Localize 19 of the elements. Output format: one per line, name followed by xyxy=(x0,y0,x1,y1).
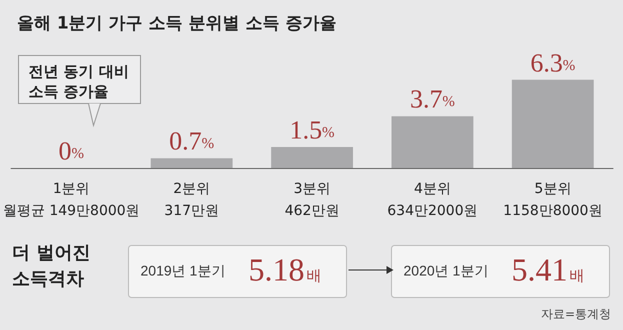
bar xyxy=(512,80,594,168)
data-label: 3.7% xyxy=(410,84,455,114)
bar xyxy=(271,147,353,168)
chart-title: 올해 1분기 가구 소득 분위별 소득 증가율 xyxy=(17,14,336,34)
data-label: 6.3% xyxy=(530,48,576,78)
x-tick-label: 4분위 634만2000원 xyxy=(387,181,478,219)
data-label: 1.5% xyxy=(290,116,335,144)
x-tick-label: 3분위 462만원 xyxy=(284,181,340,219)
x-tick-label: 1분위 월평균 149만8000원 xyxy=(2,181,140,219)
bar xyxy=(150,158,233,168)
text: 2019년 1분기 5.18배 xyxy=(140,252,322,288)
x-tick-label: 2분위 317만원 xyxy=(164,181,220,219)
data-label: 0% xyxy=(58,136,84,166)
text: 자료=통계청 xyxy=(540,307,612,321)
annotation: 전년 동기 대비 소득 증가율 xyxy=(28,62,129,100)
bar xyxy=(392,116,474,168)
data-label: 0.7% xyxy=(169,126,214,156)
x-tick-label: 5분위 1158만8000원 xyxy=(503,181,602,219)
text: 더 벌어진 소득격차 xyxy=(12,242,90,290)
